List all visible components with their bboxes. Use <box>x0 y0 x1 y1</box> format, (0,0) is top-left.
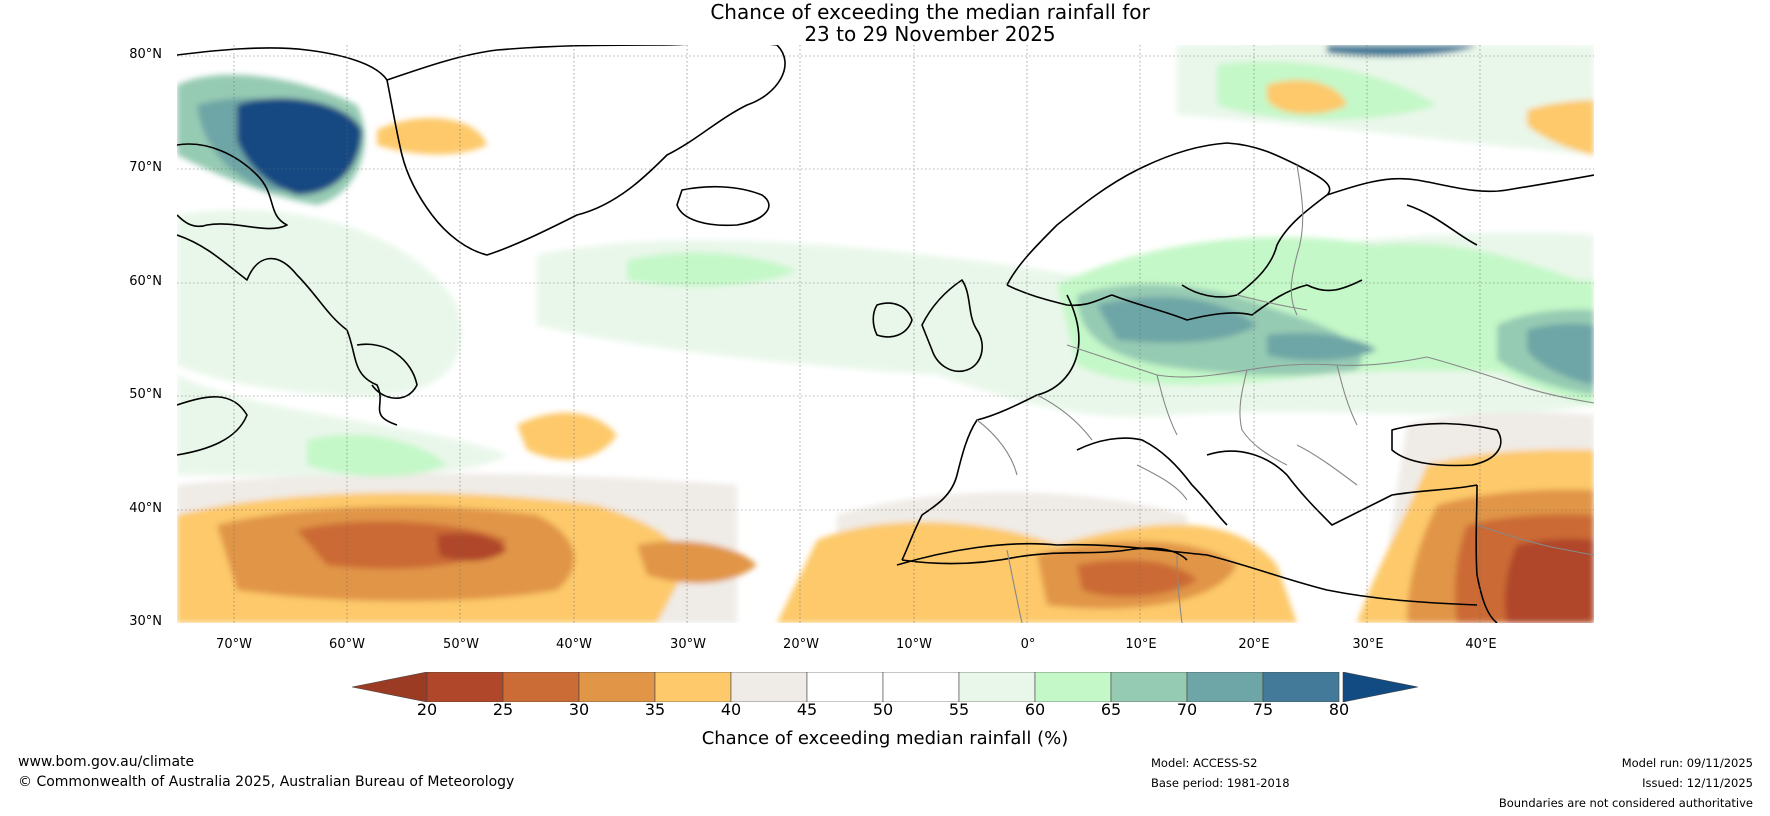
website-text: www.bom.gov.au/climate <box>18 754 195 770</box>
colorbar-tick-label: 40 <box>720 700 742 719</box>
model-text: Model: ACCESS-S2 <box>1151 756 1258 770</box>
colorbar-tick-label: 35 <box>644 700 666 719</box>
colorbar-segment <box>806 672 884 702</box>
colorbar-segment <box>1262 672 1340 702</box>
rainfall-probability-map <box>177 45 1594 623</box>
lon-label-20w: 20°W <box>783 637 819 652</box>
colorbar-segment <box>426 672 504 702</box>
lon-label-50w: 50°W <box>443 637 479 652</box>
colorbar-segment <box>502 672 580 702</box>
model-run-text: Model run: 09/11/2025 <box>1621 756 1753 770</box>
colorbar-segment <box>1186 672 1264 702</box>
lon-label-60w: 60°W <box>329 637 365 652</box>
colorbar-tick-label: 75 <box>1252 700 1274 719</box>
map-title-line-1: Chance of exceeding the median rainfall … <box>710 0 1150 24</box>
colorbar-segment <box>654 672 732 702</box>
colorbar-tick-label: 65 <box>1100 700 1122 719</box>
lat-label-70n: 70°N <box>129 160 162 175</box>
lon-label-10w: 10°W <box>896 637 932 652</box>
colorbar-segment <box>958 672 1036 702</box>
colorbar-segment <box>882 672 960 702</box>
country-boundaries <box>976 164 1594 623</box>
lat-label-50n: 50°N <box>129 387 162 402</box>
colorbar-over-arrow <box>1342 672 1418 702</box>
colorbar-tick-label: 30 <box>568 700 590 719</box>
lon-label-30w: 30°W <box>670 637 706 652</box>
issued-text: Issued: 12/11/2025 <box>1642 776 1753 790</box>
colorbar-segment <box>730 672 808 702</box>
colorbar-tick-label: 20 <box>416 700 438 719</box>
copyright-text: © Commonwealth of Australia 2025, Austra… <box>18 774 515 790</box>
lon-label-40e: 40°E <box>1465 637 1497 652</box>
disclaimer-text: Boundaries are not considered authoritat… <box>1498 796 1753 810</box>
lon-label-40w: 40°W <box>556 637 592 652</box>
colorbar <box>352 672 1418 702</box>
lon-label-30e: 30°E <box>1352 637 1384 652</box>
graticule <box>177 45 1594 623</box>
colorbar-tick-label: 70 <box>1176 700 1198 719</box>
colorbar-tick-label: 25 <box>492 700 514 719</box>
lat-label-40n: 40°N <box>129 501 162 516</box>
colorbar-under-arrow <box>352 672 428 702</box>
colorbar-label: Chance of exceeding median rainfall (%) <box>701 728 1069 749</box>
colorbar-tick-label: 55 <box>948 700 970 719</box>
lon-label-10e: 10°E <box>1125 637 1157 652</box>
colorbar-tick-label: 60 <box>1024 700 1046 719</box>
lat-label-60n: 60°N <box>129 274 162 289</box>
colorbar-segment <box>578 672 656 702</box>
lat-label-30n: 30°N <box>129 614 162 629</box>
lon-label-70w: 70°W <box>216 637 252 652</box>
coastlines <box>177 45 1594 623</box>
colorbar-tick-label: 45 <box>796 700 818 719</box>
lon-label-0: 0° <box>1020 637 1036 652</box>
lon-label-20e: 20°E <box>1238 637 1270 652</box>
base-period-text: Base period: 1981-2018 <box>1151 776 1290 790</box>
map-title-line-2: 23 to 29 November 2025 <box>804 22 1056 46</box>
colorbar-segment <box>1034 672 1112 702</box>
lat-label-80n: 80°N <box>129 47 162 62</box>
colorbar-tick-label: 80 <box>1328 700 1350 719</box>
colorbar-segment <box>1110 672 1188 702</box>
colorbar-tick-label: 50 <box>872 700 894 719</box>
